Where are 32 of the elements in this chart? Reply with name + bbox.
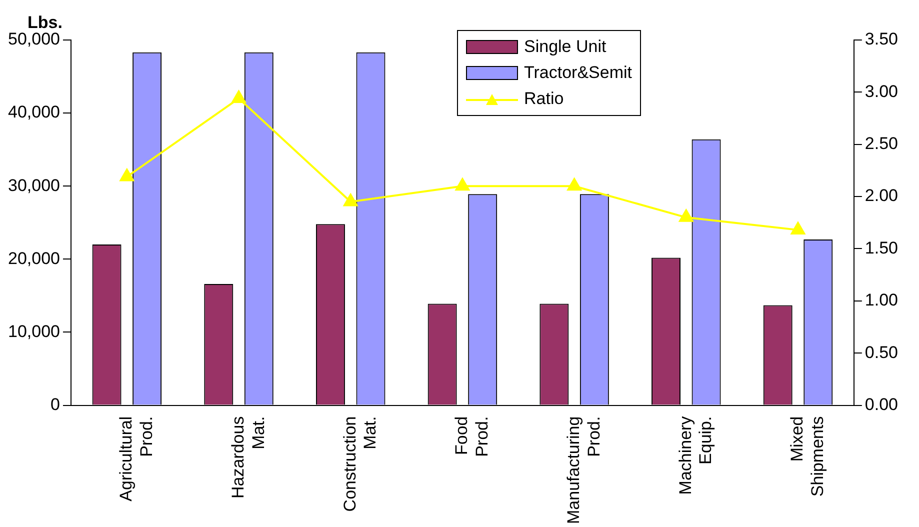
y2-tick-label: 3.50 <box>864 30 898 49</box>
x-tick-label: Construction Mat. <box>340 416 380 512</box>
point <box>790 222 806 234</box>
y-tick-label: 30,000 <box>8 176 60 195</box>
x-tick-label: Manufacturing Prod. <box>564 416 604 524</box>
point <box>232 90 246 103</box>
y2-tick-label: 2.50 <box>864 134 898 154</box>
legend-label: Ratio <box>524 89 564 109</box>
y-tick-label: 20,000 <box>8 248 60 268</box>
point <box>344 194 358 206</box>
y-tick-label: 40,000 <box>8 102 60 122</box>
x-tick-label: Agricultural Prod. <box>116 416 156 502</box>
y-tick-label: 0 <box>50 394 60 414</box>
x-tick-label: Machinery Equip. <box>676 416 716 495</box>
y2-tick-label: 0.50 <box>864 342 898 362</box>
x-tick-label: Food Prod. <box>452 416 492 457</box>
y-tick-label: 50,000 <box>8 30 60 49</box>
point <box>679 209 694 222</box>
y2-tick-label: 2.00 <box>864 186 898 206</box>
y-axis-title: Lbs. <box>28 13 62 32</box>
legend-label: Single Unit <box>524 37 606 57</box>
x-tick-label: Mixed Shipments <box>788 416 828 497</box>
y2-tick-label: 1.00 <box>864 290 898 310</box>
point <box>455 178 470 191</box>
point <box>120 168 134 182</box>
legend-label: Tractor&Semit <box>524 63 632 83</box>
y2-tick-label: 1.50 <box>864 238 898 258</box>
y2-tick-label: 3.00 <box>864 82 898 101</box>
y2-tick-label: 0.00 <box>864 394 898 414</box>
x-tick-label: Hazardous Mat. <box>228 416 268 498</box>
point <box>567 178 582 191</box>
y-tick-label: 10,000 <box>8 322 60 341</box>
